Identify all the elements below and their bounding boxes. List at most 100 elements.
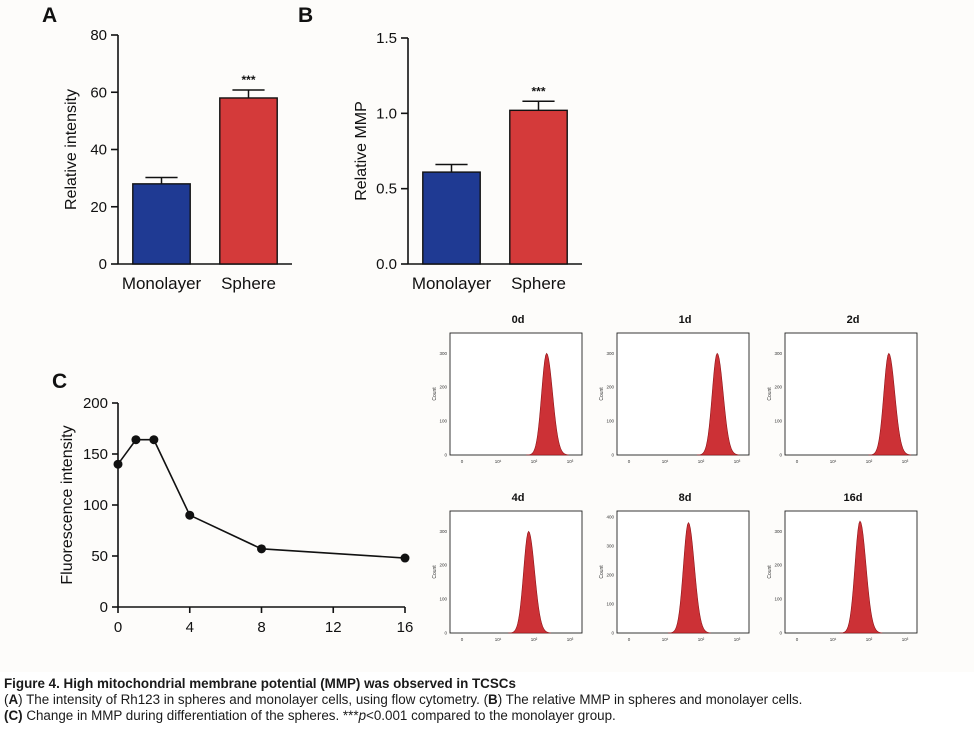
chart-a-category-label: Monolayer — [122, 274, 202, 293]
chart-b-y-tick-label: 0.0 — [376, 256, 397, 273]
chart-a-y-tick-label: 40 — [90, 142, 107, 159]
histogram-x-tick-label: 10¹ — [495, 637, 502, 642]
histogram-x-tick-label: 10¹ — [662, 459, 669, 464]
histogram-x-tick-label: 0 — [461, 637, 464, 642]
chart-b-bar — [509, 109, 568, 265]
chart-a-bar — [219, 97, 278, 265]
histogram-4d: 4d 0 100 200 300 Count 0 10¹ 10² 10³ — [432, 492, 583, 642]
histogram-x-tick-label: 10³ — [567, 459, 574, 464]
chart-a-y-axis-title: Relative intensity — [63, 89, 80, 210]
histogram-8d: 8d 0 100 200 300 400 Count 0 10¹ 10² 10³ — [599, 492, 750, 642]
histogram-title: 2d — [847, 314, 860, 326]
histogram-y-tick-label: 200 — [774, 385, 782, 390]
chart-c-data-point — [185, 510, 195, 520]
chart-a: 0 20 40 60 80 Relative intensity Monolayer Sphe… — [63, 27, 292, 293]
caption-text-3: Change in MMP during differentiation of … — [22, 708, 359, 723]
histogram-2d: 2d 0 100 200 300 Count 0 10¹ 10² 10³ — [767, 314, 918, 464]
histogram-y-tick-label: 200 — [606, 572, 614, 577]
chart-c: 0 50 100 150 200 0 4 8 12 16 Fluorescence intensit… — [59, 395, 413, 636]
caption-p: p — [358, 708, 367, 723]
histogram-title: 0d — [512, 314, 525, 326]
histogram-x-tick-label: 0 — [796, 637, 799, 642]
caption-ref-c: (C) — [4, 708, 23, 723]
histogram-y-axis-title: Count — [599, 387, 605, 401]
histogram-x-tick-label: 0 — [461, 459, 464, 464]
histogram-peak — [839, 520, 883, 634]
figure-caption: Figure 4. High mitochondrial membrane po… — [4, 676, 970, 724]
histogram-y-tick-label: 0 — [611, 631, 614, 636]
histogram-x-tick-label: 10² — [531, 637, 538, 642]
chart-b-y-tick-label: 1.5 — [376, 30, 397, 47]
histogram-x-tick-label: 0 — [628, 637, 631, 642]
histogram-x-tick-label: 0 — [628, 459, 631, 464]
caption-text-1: ) The intensity of Rh123 in spheres and … — [18, 692, 489, 707]
histogram-x-tick-label: 10¹ — [830, 637, 837, 642]
histogram-y-tick-label: 200 — [606, 385, 614, 390]
histogram-frame — [449, 510, 583, 634]
histogram-peak — [868, 352, 912, 456]
histogram-title: 1d — [679, 314, 692, 326]
histogram-y-tick-label: 200 — [439, 385, 447, 390]
chart-b-y-axis-title: Relative MMP — [353, 101, 370, 201]
histogram-y-tick-label: 300 — [439, 529, 447, 534]
histogram-peak — [696, 352, 740, 456]
histogram-1d: 1d 0 100 200 300 Count 0 10¹ 10² 10³ — [599, 314, 750, 464]
histogram-title: 4d — [512, 492, 525, 504]
histogram-16d: 16d 0 100 200 300 Count 0 10¹ 10² 10³ — [767, 492, 918, 642]
histogram-y-tick-label: 100 — [439, 597, 447, 602]
chart-a-y-tick-label: 20 — [90, 199, 107, 216]
chart-b-category-label: Sphere — [511, 274, 566, 293]
chart-c-x-tick-label: 0 — [114, 619, 122, 636]
chart-c-x-tick-label: 12 — [325, 619, 342, 636]
histogram-y-axis-title: Count — [432, 565, 438, 579]
chart-c-data-point — [131, 435, 141, 445]
histogram-x-tick-label: 10¹ — [830, 459, 837, 464]
panel-letter-a: A — [42, 4, 57, 27]
histogram-y-tick-label: 0 — [611, 453, 614, 458]
histogram-x-tick-label: 10³ — [902, 637, 909, 642]
chart-c-y-tick-label: 100 — [83, 497, 108, 514]
chart-c-y-tick-label: 0 — [100, 599, 108, 616]
histogram-frame — [616, 332, 750, 456]
chart-c-data-point — [257, 544, 266, 554]
caption-ref-b: B — [488, 692, 498, 707]
chart-c-data-point — [400, 553, 410, 563]
chart-a-y-tick-label: 80 — [90, 27, 107, 44]
caption-line-2: (C) Change in MMP during differentiation… — [4, 708, 970, 724]
figure-area: A B C 0 20 40 60 80 Relative intensity Monolay… — [42, 4, 918, 642]
chart-c-y-axis-title: Fluorescence intensity — [59, 425, 76, 584]
chart-b-significance: *** — [531, 84, 545, 98]
chart-b-bar — [422, 171, 481, 265]
caption-line-1: (A) The intensity of Rh123 in spheres an… — [4, 692, 803, 707]
histogram-y-tick-label: 200 — [774, 563, 782, 568]
chart-a-y-tick-label: 60 — [90, 84, 107, 101]
histogram-y-tick-label: 0 — [444, 453, 447, 458]
histogram-peak — [668, 522, 711, 634]
histogram-y-tick-label: 400 — [606, 514, 614, 519]
histogram-x-tick-label: 10³ — [734, 459, 741, 464]
histogram-y-tick-label: 0 — [444, 631, 447, 636]
chart-c-x-tick-label: 16 — [397, 619, 414, 636]
chart-b: 0.0 0.5 1.0 1.5 Relative MMP Monolayer Sphere *… — [353, 30, 582, 293]
panel-letter-c: C — [52, 370, 67, 393]
chart-c-y-tick-label: 50 — [91, 548, 108, 565]
histogram-y-tick-label: 100 — [606, 419, 614, 424]
caption-text-2: ) The relative MMP in spheres and monola… — [497, 692, 803, 707]
histogram-y-tick-label: 300 — [439, 351, 447, 356]
histogram-y-tick-label: 0 — [779, 631, 782, 636]
chart-c-x-tick-label: 8 — [257, 619, 265, 636]
chart-a-significance: *** — [241, 73, 255, 87]
chart-c-x-tick-label: 4 — [186, 619, 194, 636]
chart-c-y-tick-label: 200 — [83, 395, 108, 412]
histogram-peak — [508, 530, 551, 634]
chart-a-category-label: Sphere — [221, 274, 276, 293]
histogram-x-tick-label: 10² — [866, 459, 873, 464]
histogram-grid: 0d 0 100 200 300 Count 0 10¹ 10² 10³ 1d 0 100 200 300 C… — [432, 314, 918, 642]
histogram-x-tick-label: 10² — [698, 637, 705, 642]
chart-c-y-tick-label: 150 — [83, 446, 108, 463]
panel-letter-b: B — [298, 4, 313, 27]
histogram-y-tick-label: 300 — [774, 529, 782, 534]
caption-ref-a: A — [8, 692, 19, 707]
histogram-x-tick-label: 10¹ — [662, 637, 669, 642]
